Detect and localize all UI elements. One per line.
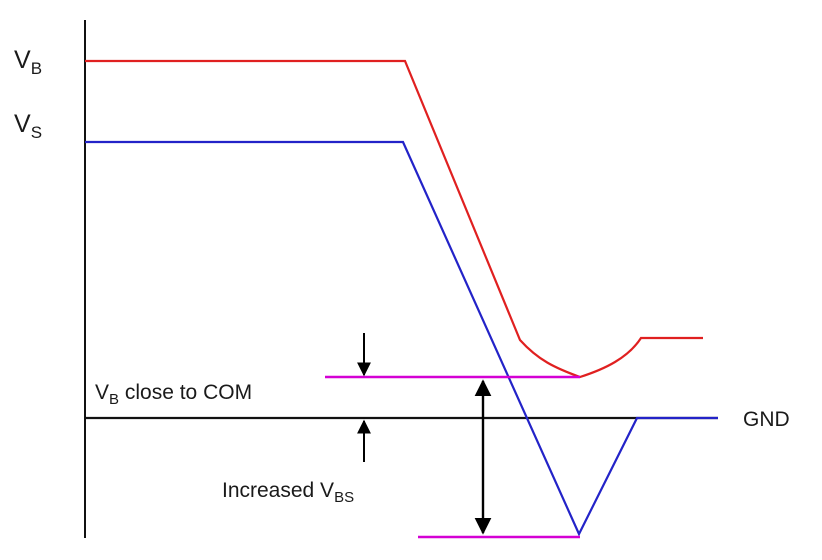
vb-waveform	[85, 59, 703, 379]
increased-vbs-label: Increased VBS	[222, 479, 354, 506]
vs-label: VS	[14, 110, 42, 142]
vs-waveform	[85, 140, 718, 537]
vb-close-to-com-label: VB close to COM	[95, 381, 252, 408]
gnd-label: GND	[743, 408, 790, 431]
vb-label: VB	[14, 46, 42, 78]
